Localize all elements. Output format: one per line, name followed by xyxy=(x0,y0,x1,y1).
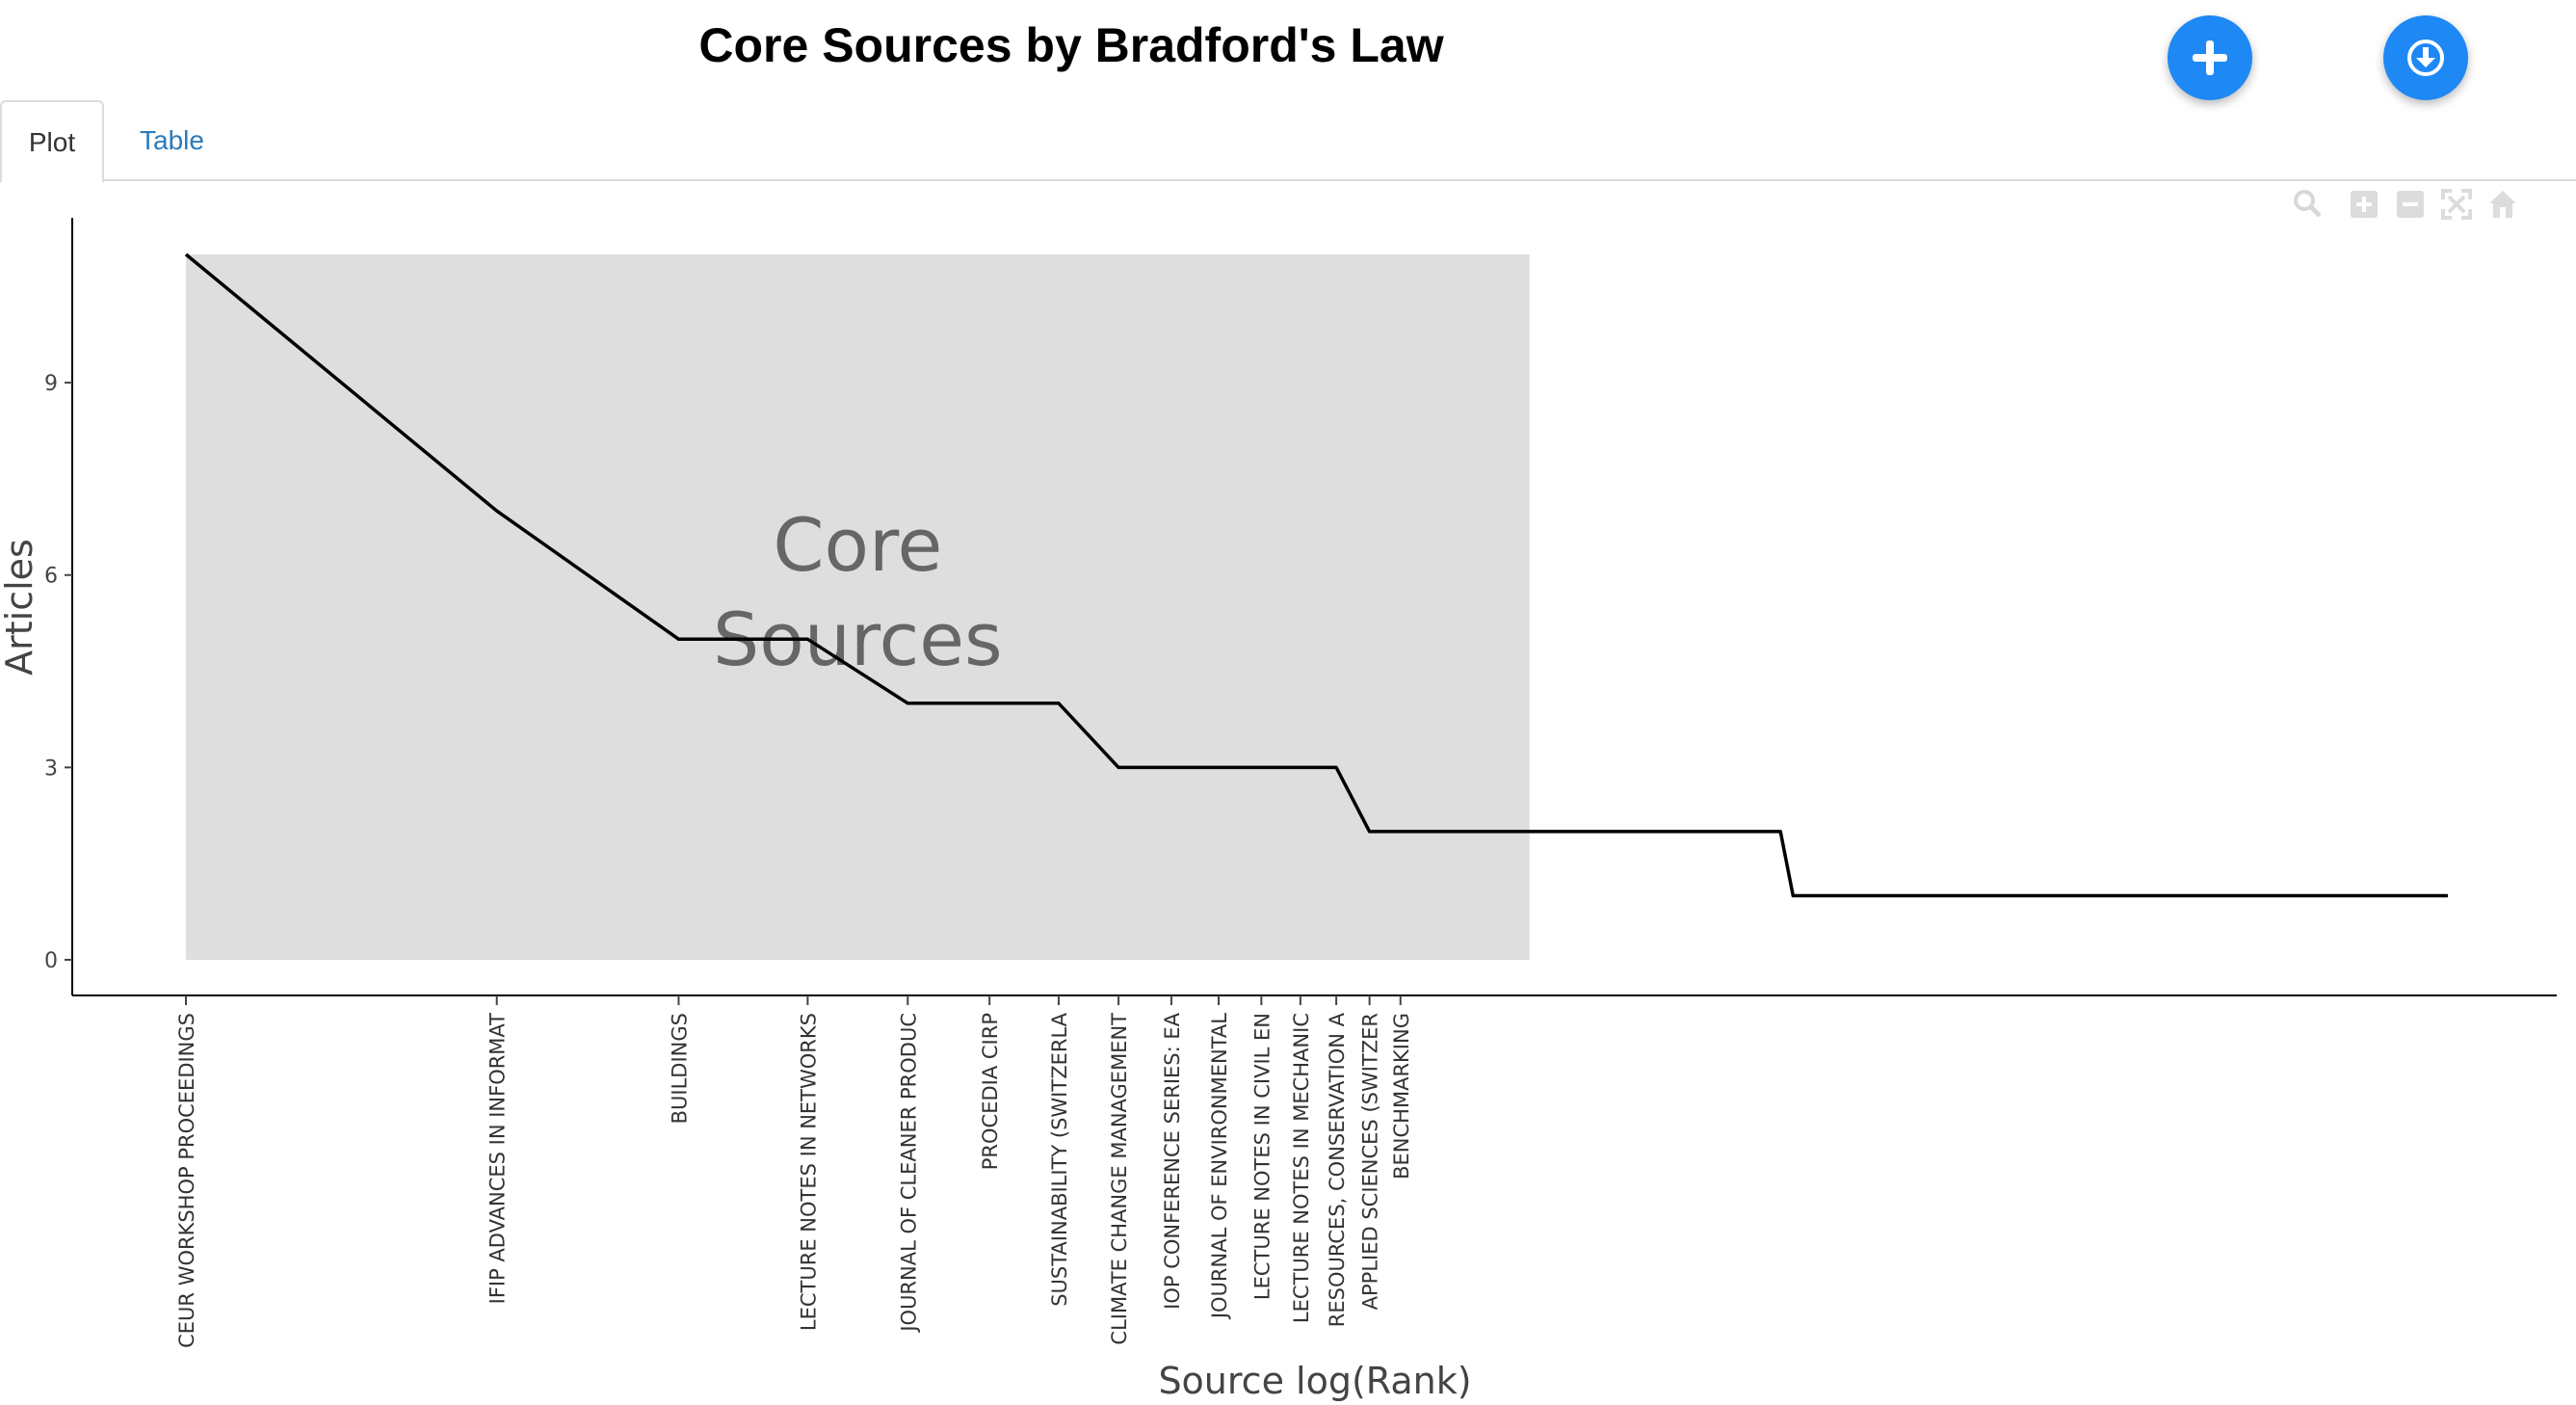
x-tick-label: BUILDINGS xyxy=(669,1013,692,1124)
tab-plot[interactable]: Plot xyxy=(0,100,104,183)
x-tick-label: RESOURCES, CONSERVATION A xyxy=(1326,1012,1349,1327)
x-tick-label: LECTURE NOTES IN CIVIL EN xyxy=(1250,1013,1274,1300)
x-tick-label: LECTURE NOTES IN NETWORKS xyxy=(797,1013,820,1331)
x-tick-label: CEUR WORKSHOP PROCEEDINGS xyxy=(175,1013,198,1348)
zoom-out-icon[interactable] xyxy=(2397,191,2424,218)
autoscale-icon[interactable] xyxy=(2441,189,2472,220)
y-tick-label: 9 xyxy=(44,372,58,396)
y-tick-label: 3 xyxy=(44,756,58,781)
x-tick-label: JOURNAL OF CLEANER PRODUC xyxy=(897,1013,920,1334)
core-sources-zone xyxy=(186,254,1530,960)
x-tick-label: IOP CONFERENCE SERIES: EA xyxy=(1161,1012,1184,1309)
x-tick-label: LECTURE NOTES IN MECHANIC xyxy=(1290,1013,1313,1323)
y-tick-label: 6 xyxy=(44,565,58,589)
tab-bar: Plot Table xyxy=(0,100,2576,183)
bradford-line xyxy=(184,252,2448,898)
add-button[interactable] xyxy=(2168,15,2252,100)
reset-axes-icon[interactable] xyxy=(2489,191,2516,218)
plot-modebar xyxy=(2293,187,2543,222)
page-title: Core Sources by Bradford's Law xyxy=(698,18,1444,72)
x-tick-label: PROCEDIA CIRP xyxy=(979,1013,1002,1170)
zoom-icon[interactable] xyxy=(2294,190,2322,218)
x-tick-label: APPLIED SCIENCES (SWITZER xyxy=(1359,1013,1382,1310)
zoom-in-icon[interactable] xyxy=(2351,191,2378,218)
download-button[interactable] xyxy=(2383,15,2468,100)
x-tick-label: BENCHMARKING xyxy=(1390,1013,1413,1180)
download-circle-icon xyxy=(2407,40,2444,76)
tab-table[interactable]: Table xyxy=(140,125,204,155)
x-axis-title: Source log(Rank) xyxy=(1158,1360,1471,1402)
x-tick-label: IFIP ADVANCES IN INFORMAT xyxy=(486,1013,510,1305)
x-tick-label: JOURNAL OF ENVIRONMENTAL xyxy=(1208,1013,1231,1320)
core-sources-annotation-line: Core xyxy=(773,502,942,588)
x-tick-label: CLIMATE CHANGE MANAGEMENT xyxy=(1108,1013,1131,1345)
plus-icon xyxy=(2193,40,2227,75)
x-tick-label: SUSTAINABILITY (SWITZERLA xyxy=(1048,1012,1071,1306)
y-axis-title: Articles xyxy=(0,539,40,676)
y-tick-label: 0 xyxy=(44,949,58,973)
